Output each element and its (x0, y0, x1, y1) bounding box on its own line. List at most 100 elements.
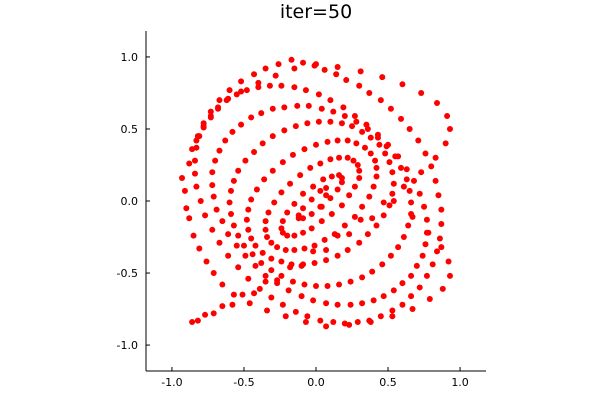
scatter-point (216, 97, 223, 104)
scatter-point (321, 236, 328, 243)
scatter-point (213, 206, 220, 213)
scatter-point (307, 164, 314, 171)
scatter-point (210, 193, 217, 200)
scatter-point (367, 150, 374, 157)
scatter-point (432, 154, 439, 161)
scatter-point (183, 205, 190, 212)
scatter-point (354, 319, 361, 326)
scatter-point (255, 84, 262, 91)
scatter-point (259, 140, 266, 147)
scatter-point (351, 183, 358, 190)
scatter-point (302, 319, 309, 326)
scatter-point (242, 252, 249, 259)
scatter-point (422, 150, 429, 157)
scatter-point (408, 210, 415, 217)
scatter-point (200, 123, 207, 130)
scatter-point (330, 108, 337, 115)
scatter-point (399, 301, 406, 308)
scatter-point (334, 64, 341, 71)
scatter-point (235, 232, 242, 239)
scatter-point (344, 154, 351, 161)
y-tick-label: 1.0 (121, 51, 139, 64)
scatter-point (279, 301, 286, 308)
scatter-point (288, 261, 295, 268)
scatter-point (400, 183, 407, 190)
scatter-point (344, 137, 351, 144)
scatter-point (219, 218, 226, 225)
scatter-point (328, 210, 335, 217)
scatter-point (243, 216, 250, 223)
y-tick-label: -1.0 (117, 339, 138, 352)
scatter-point (271, 199, 278, 206)
scatter-point (291, 246, 298, 253)
scatter-point (409, 306, 416, 313)
scatter-point (366, 193, 373, 200)
scatter-point (408, 272, 415, 279)
scatter-point (278, 189, 285, 196)
scatter-point (361, 144, 368, 151)
scatter-point (415, 137, 422, 144)
scatter-point (186, 160, 193, 167)
scatter-point (248, 196, 255, 203)
scatter-point (418, 169, 425, 176)
scatter-point (369, 215, 376, 222)
scatter-point (252, 262, 259, 269)
scatter-point (230, 177, 237, 184)
scatter-point (327, 195, 334, 202)
scatter-point (311, 62, 318, 69)
scatter-point (324, 138, 331, 145)
scatter-point (438, 221, 445, 228)
scatter-point (376, 141, 383, 148)
scatter-point (278, 225, 285, 232)
scatter-point (338, 202, 345, 209)
scatter-point (323, 246, 330, 253)
scatter-point (295, 212, 302, 219)
scatter-point (373, 222, 380, 229)
scatter-point (382, 150, 389, 157)
scatter-point (291, 232, 298, 239)
scatter-point (291, 84, 298, 91)
scatter-point (338, 174, 345, 181)
scatter-point (377, 313, 384, 320)
scatter-point (304, 313, 311, 320)
scatter-point (278, 272, 285, 279)
scatter-point (341, 320, 348, 327)
scatter-point (193, 183, 200, 190)
scatter-point (315, 118, 322, 125)
scatter-point (251, 290, 258, 297)
scatter-point (279, 159, 286, 166)
scatter-point (308, 210, 315, 217)
scatter-point (344, 246, 351, 253)
scatter-point (334, 301, 341, 308)
scatter-point (364, 125, 371, 132)
scatter-point (323, 300, 330, 307)
scatter-point (318, 218, 325, 225)
scatter-point (292, 123, 299, 130)
scatter-point (317, 160, 324, 167)
scatter-point (203, 258, 210, 265)
scatter-point (310, 248, 317, 255)
scatter-point (292, 308, 299, 315)
scatter-point (359, 300, 366, 307)
scatter-point (366, 317, 373, 324)
scatter-point (274, 280, 281, 287)
scatter-point (387, 105, 394, 112)
scatter-point (253, 186, 260, 193)
scatter-point (321, 66, 328, 73)
scatter-point (248, 235, 255, 242)
scatter-point (386, 159, 393, 166)
scatter-point (389, 169, 396, 176)
scatter-point (238, 88, 245, 95)
scatter-point (212, 157, 219, 164)
scatter-point (181, 187, 188, 194)
scatter-point (313, 283, 319, 289)
scatter-point (268, 255, 275, 262)
scatter-point (297, 172, 304, 179)
scatter-point (350, 157, 357, 164)
x-tick-label: 0.0 (307, 376, 325, 389)
scatter-point (243, 87, 250, 94)
scatter-point (302, 87, 309, 94)
scatter-point (264, 234, 271, 241)
scatter-point (300, 261, 307, 268)
scatter-point (193, 144, 200, 151)
